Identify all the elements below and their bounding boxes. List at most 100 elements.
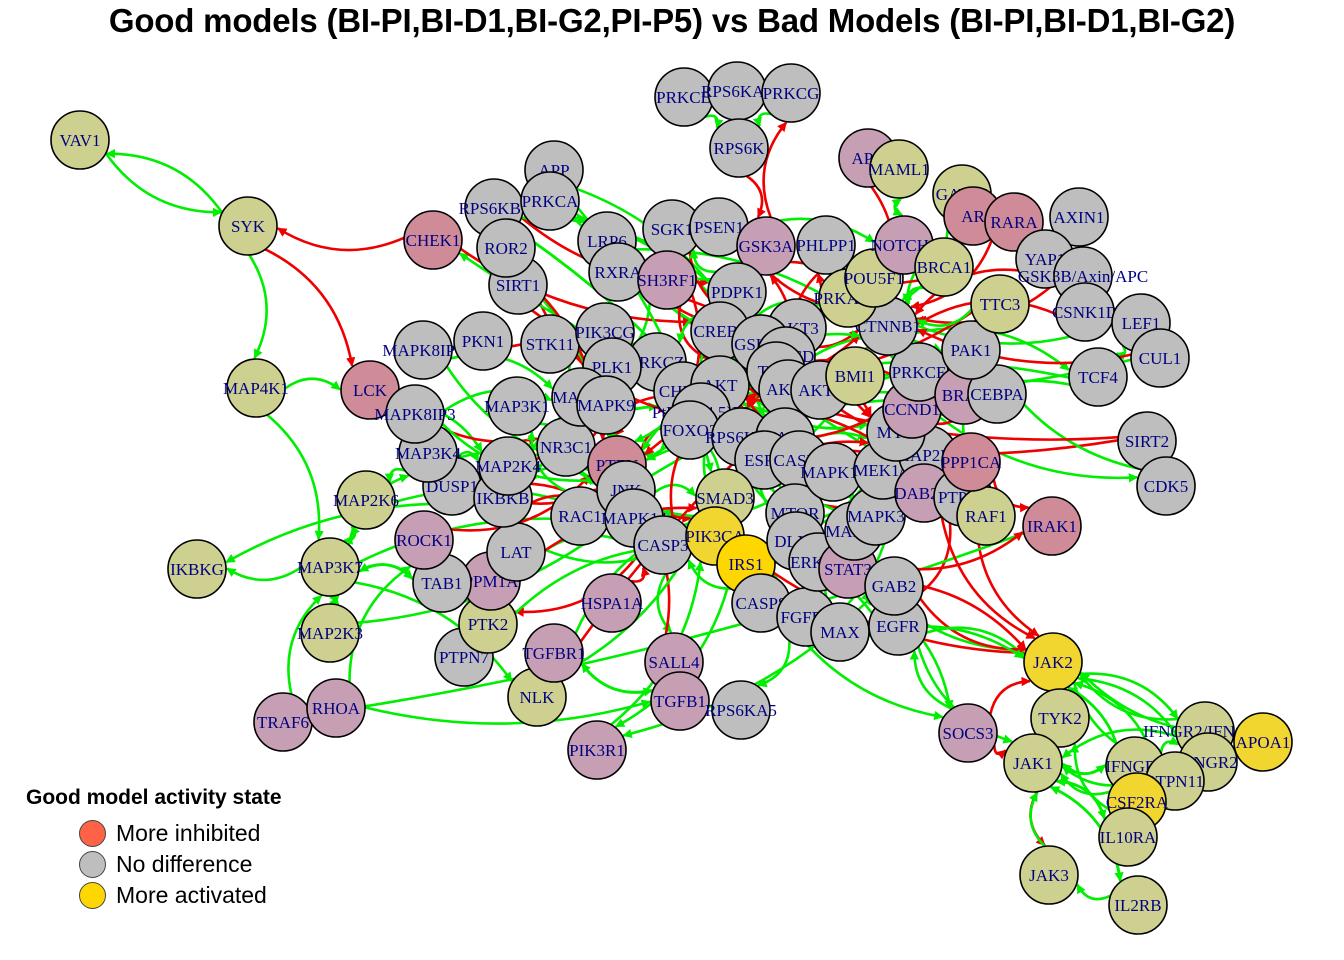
- node-label: MAPK3: [847, 507, 905, 526]
- node-il10ra: IL10RA: [1098, 807, 1158, 867]
- node-label: LCK: [353, 381, 388, 400]
- node-label: ROR2: [484, 239, 527, 258]
- node-rxra: RXRA: [588, 242, 648, 302]
- node-circle: [524, 623, 584, 683]
- node-tyk2: TYK2: [1030, 688, 1090, 748]
- node-bmi1: BMI1: [825, 346, 885, 406]
- node-label: RXRA: [594, 263, 642, 282]
- node-pkn1: PKN1: [453, 311, 513, 371]
- edge-hspa1a-to-casp3: [630, 566, 650, 583]
- node-label: TRAF6: [257, 713, 309, 732]
- edge-gsk3a-to-prkcg: [762, 121, 788, 218]
- edge-il2rb-to-jak3: [1076, 883, 1112, 901]
- edge-map3k4-to-map2k6: [384, 467, 406, 483]
- node-label: RPS6K: [713, 139, 765, 158]
- edge-syk-to-lck: [264, 248, 356, 367]
- edge-ifngr1-to-ifngr2-ifngr1: [1159, 736, 1180, 754]
- node-label: NR3C1: [540, 438, 592, 457]
- node-prkcg: PRKCG: [761, 63, 821, 123]
- node-label: MAP3K1: [484, 397, 550, 416]
- node-axin1: AXIN1: [1049, 187, 1109, 247]
- node-phlpp1: PHLPP1: [796, 215, 856, 275]
- node-il2rb: IL2RB: [1108, 875, 1168, 935]
- node-label: RPS6KA5: [705, 701, 777, 720]
- node-map4k1: MAP4K1: [223, 358, 289, 418]
- node-syk: SYK: [218, 196, 278, 256]
- edge-maml1-to-notch1: [892, 196, 903, 217]
- node-circle: [650, 671, 710, 731]
- edge-pdpk1-to-sgk1: [688, 248, 717, 274]
- node-circle: [825, 346, 885, 406]
- node-map3k1: MAP3K1: [484, 376, 550, 436]
- node-label: FOXO3: [663, 421, 718, 440]
- node-label: SALL4: [649, 653, 701, 672]
- node-label: EGFR: [876, 617, 920, 636]
- edge-socs3-to-jak2: [989, 676, 1031, 715]
- node-circle: [1136, 456, 1196, 516]
- node-label: SIRT2: [1125, 432, 1169, 451]
- node-label: RARA: [990, 213, 1038, 232]
- node-label: PHLPP1: [796, 236, 856, 255]
- edge-ttc3-to-ctnnb1: [916, 308, 973, 329]
- node-jak1: JAK1: [1003, 733, 1063, 793]
- edge-map4k1-to-lck: [284, 377, 341, 391]
- node-casp8: CASP8: [731, 573, 791, 633]
- node-label: MAPK9: [577, 396, 635, 415]
- node-jak2: JAK2: [1023, 632, 1083, 692]
- edge-jak1-to-il10ra: [1055, 779, 1107, 820]
- edge-socs3-to-jak1: [993, 745, 1007, 760]
- node-pak1: PAK1: [941, 320, 1001, 380]
- node-circle: [476, 218, 536, 278]
- node-rps6k: RPS6K: [709, 118, 769, 178]
- node-prkca: PRKCA: [520, 171, 580, 231]
- edge-prkcg-to-rps6k: [752, 112, 772, 128]
- edge-rac1-to-map3k1: [526, 431, 567, 492]
- edge-prkcb-to-rps6k: [704, 114, 724, 129]
- node-map2k4: MAP2K4: [475, 436, 542, 496]
- node-circle: [403, 210, 463, 270]
- edge-socs3-to-egfr: [909, 650, 953, 710]
- legend-label-no-difference: No difference: [116, 851, 253, 877]
- node-apoa1: APOA1: [1233, 712, 1293, 772]
- node-label: IRAK1: [1027, 517, 1077, 536]
- node-circle: [1019, 845, 1079, 905]
- legend-title: Good model activity state: [26, 786, 282, 809]
- node-label: TGFB1: [654, 692, 706, 711]
- node-label: MAPK8IP1: [382, 341, 463, 360]
- node-sh3rf1: SH3RF1: [637, 250, 697, 310]
- node-map2k3: MAP2K3: [297, 603, 363, 663]
- node-label: PLK1: [592, 358, 633, 377]
- node-label: PKN1: [462, 332, 505, 351]
- node-label: CEBPA: [970, 385, 1024, 404]
- node-label: CDK5: [1144, 477, 1188, 496]
- node-label: RAF1: [965, 507, 1007, 526]
- node-label: PPP1CA: [941, 453, 1002, 472]
- node-maml1: MAML1: [868, 139, 930, 199]
- node-circle: [336, 470, 396, 530]
- node-circle: [453, 311, 513, 371]
- node-circle: [864, 556, 924, 616]
- node-label: SYK: [231, 217, 266, 236]
- legend-swatch-inhibited-icon: [79, 820, 106, 847]
- legend-label-activated: More activated: [116, 882, 267, 908]
- node-circle: [1233, 712, 1293, 772]
- node-circle: [709, 118, 769, 178]
- node-rhoa: RHOA: [306, 678, 366, 738]
- node-chek1: CHEK1: [403, 210, 463, 270]
- node-circle: [1022, 496, 1082, 556]
- edge-ccnd1-to-cdk5: [939, 416, 1139, 483]
- node-label: NLK: [520, 688, 556, 707]
- node-circle: [941, 320, 1001, 380]
- node-layer: VAV1 SYK MAP4K1 LCK CHEK1 IKBKG MAP2K6 MAP3K7 MA…: [50, 61, 1293, 935]
- node-label: MAX: [820, 623, 860, 642]
- node-label: PRKCA: [522, 192, 579, 211]
- node-label: IL2RB: [1114, 896, 1161, 915]
- node-ikbkg: IKBKG: [167, 539, 227, 599]
- node-label: IKBKG: [170, 560, 224, 579]
- edge-rhoa-to-tgfb1: [364, 699, 651, 725]
- figure-title: Good models (BI-PI,BI-D1,BI-G2,PI-P5) vs…: [108, 2, 1236, 39]
- node-label: TAB1: [421, 574, 462, 593]
- edge-syk-to-vav1: [105, 148, 224, 214]
